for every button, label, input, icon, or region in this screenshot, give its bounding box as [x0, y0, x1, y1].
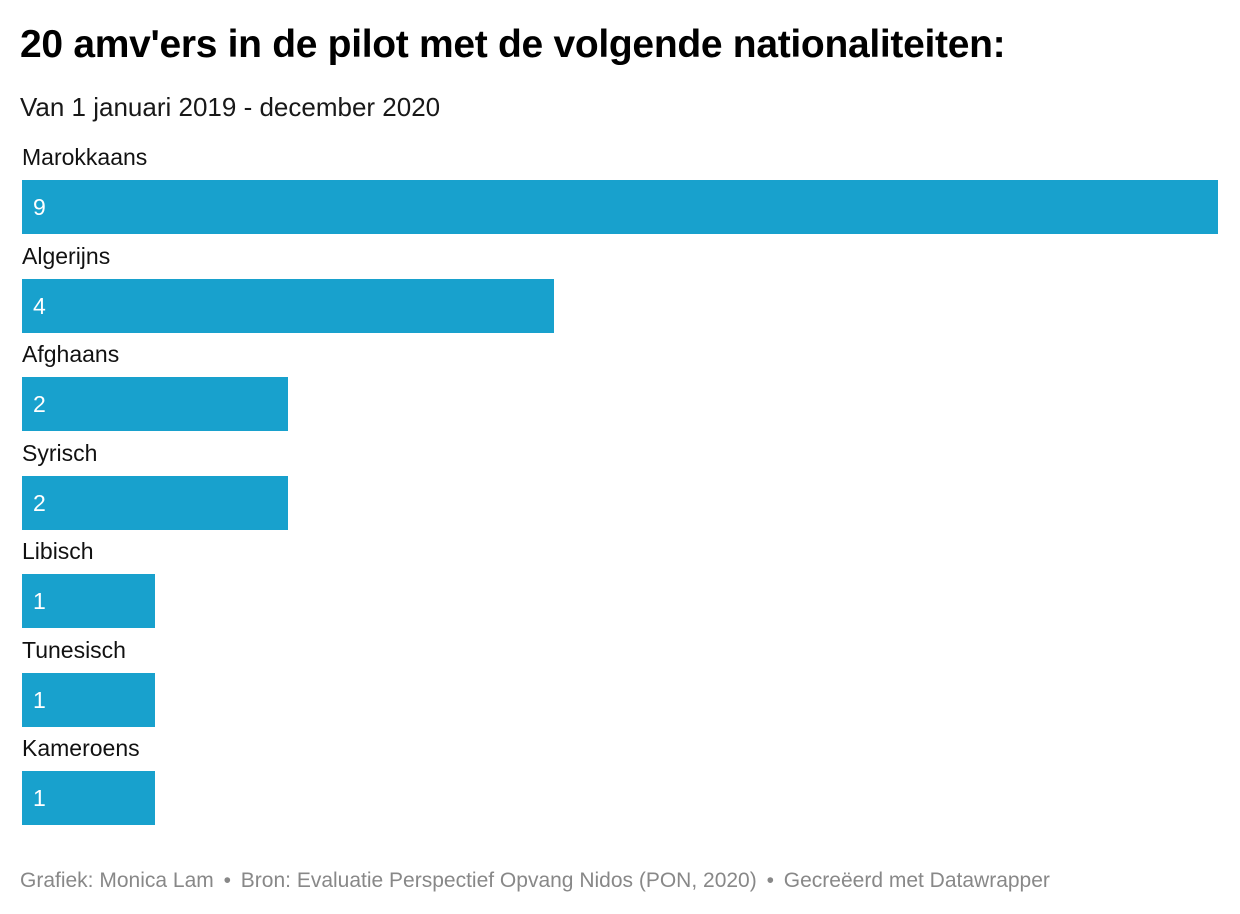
bar-value-label: 1	[33, 785, 46, 811]
chart-subtitle: Van 1 januari 2019 - december 2020	[20, 92, 441, 122]
category-label: Kameroens	[22, 735, 140, 761]
bar: 1	[22, 574, 155, 628]
bar-value-label: 4	[33, 293, 46, 319]
bar-value-label: 1	[33, 687, 46, 713]
chart-footer: Grafiek: Monica Lam • Bron: Evaluatie Pe…	[20, 866, 1050, 896]
bar-value-label: 9	[33, 194, 46, 220]
footer-separator: •	[223, 869, 231, 892]
category-label: Marokkaans	[22, 144, 148, 170]
category-label: Algerijns	[22, 243, 111, 269]
bar: 1	[22, 673, 155, 727]
chart-title: 20 amv'ers in de pilot met de volgende n…	[20, 23, 1006, 66]
footer-source: Bron: Evaluatie Perspectief Opvang Nidos…	[240, 869, 757, 892]
footer-tool-link[interactable]: Gecreëerd met Datawrapper	[783, 869, 1050, 892]
category-label: Libisch	[22, 538, 94, 564]
footer-separator: •	[766, 869, 774, 892]
bar-value-label: 1	[33, 588, 46, 614]
bar: 1	[22, 771, 155, 825]
bar-value-label: 2	[33, 391, 46, 417]
category-label: Syrisch	[22, 440, 98, 466]
bar-value-label: 2	[33, 490, 46, 516]
category-label: Afghaans	[22, 341, 120, 367]
bar: 2	[22, 377, 288, 431]
bar: 9	[22, 180, 1218, 234]
footer-credit: Grafiek: Monica Lam	[20, 869, 214, 892]
category-label: Tunesisch	[22, 637, 126, 663]
bar: 4	[22, 279, 554, 333]
bar: 2	[22, 476, 288, 530]
